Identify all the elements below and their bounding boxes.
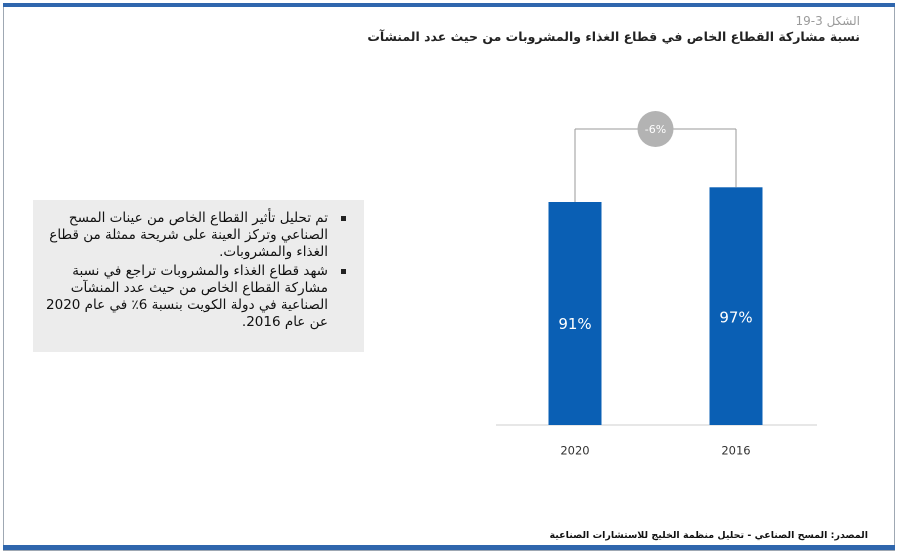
bar-2020	[548, 202, 602, 425]
change-badge	[637, 111, 674, 147]
bar-value-label: 91%	[558, 315, 591, 333]
figure-title: نسبة مشاركة القطاع الخاص في قطاع الغذاء …	[367, 29, 860, 44]
x-tick-label: 2016	[721, 444, 750, 458]
note-text: شهد قطاع الغذاء والمشروبات تراجع في نسبة…	[46, 263, 328, 330]
top-accent-bar	[3, 3, 895, 7]
notes-box: تم تحليل تأثير القطاع الخاص من عينات الم…	[33, 200, 364, 352]
bullet-icon	[341, 269, 346, 274]
change-label: -6%	[645, 123, 666, 136]
bar-2016	[709, 187, 763, 425]
x-tick-label: 2020	[560, 444, 589, 458]
bullet-icon	[341, 216, 346, 221]
note-item: شهد قطاع الغذاء والمشروبات تراجع في نسبة…	[43, 263, 354, 331]
bar-value-label: 97%	[719, 309, 752, 327]
note-item: تم تحليل تأثير القطاع الخاص من عينات الم…	[43, 210, 354, 261]
figure-number: الشكل 3-19	[795, 14, 861, 28]
bottom-accent-bar	[3, 545, 895, 550]
note-text: تم تحليل تأثير القطاع الخاص من عينات الم…	[49, 210, 328, 260]
notes-list: تم تحليل تأثير القطاع الخاص من عينات الم…	[33, 200, 364, 331]
source-note: المصدر: المسح الصناعي - تحليل منظمة الخل…	[549, 530, 868, 541]
figure-header: الشكل 3-19 نسبة مشاركة القطاع الخاص في ق…	[367, 14, 860, 45]
